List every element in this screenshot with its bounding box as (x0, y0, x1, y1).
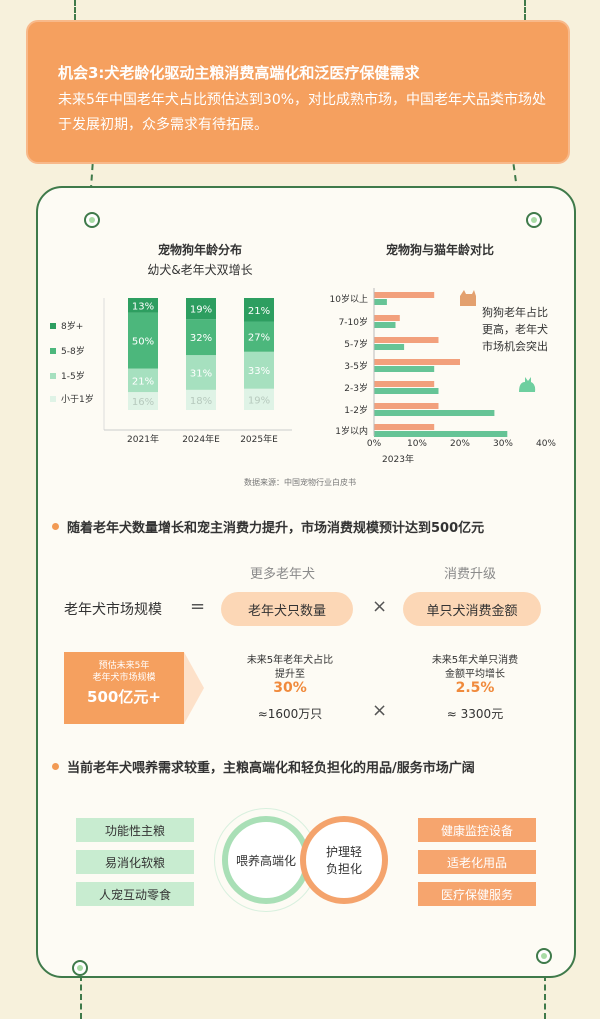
header-description: 未来5年中国老年犬占比预估达到30%，对比成熟市场，中国老年犬品类市场处于发展初… (58, 92, 547, 133)
dog-icon (460, 290, 476, 306)
annotation-line: 市场机会突出 (482, 340, 548, 353)
hanging-string-right-top (524, 0, 526, 20)
header-title: 机会3:犬老龄化驱动主粮消费高端化和泛医疗保健需求 (58, 64, 420, 82)
tag-medical-care: 医疗保健服务 (418, 882, 536, 906)
legend-label: 小于1岁 (61, 395, 94, 405)
times-sign: × (372, 596, 388, 617)
right-detail-line2: 金额平均增长 (445, 669, 505, 680)
left-detail-pct: 30% (273, 680, 307, 696)
legend-entry: 1-5岁 (50, 369, 85, 382)
legend-entry: 8岁+ (50, 319, 83, 332)
legend-swatch (50, 372, 56, 379)
hanging-string-left-bottom (80, 975, 82, 1019)
label-consumption-upgrade: 消费升级 (444, 567, 497, 582)
data-source-note: 数据来源：中国宠物行业白皮书 (244, 478, 356, 487)
cat-icon (519, 377, 536, 392)
section-heading-demand: 当前老年犬喂养需求较重，主粮高端化和轻负担化的用品/服务市场广阔 (52, 757, 475, 776)
label-more-senior-dogs: 更多老年犬 (250, 567, 316, 582)
header-banner: 机会3:犬老龄化驱动主粮消费高端化和泛医疗保健需求 未来5年中国老年犬占比预估达… (26, 20, 570, 164)
pin-icon (72, 960, 88, 976)
pin-icon (526, 212, 542, 228)
circle-care-line2: 负担化 (325, 862, 362, 876)
left-detail-line1: 未来5年老年犬占比 (246, 655, 334, 666)
section-heading-market-size: 随着老年犬数量增长和宠主消费力提升，市场消费规模预计达到500亿元 (52, 517, 484, 536)
legend-entry: 小于1岁 (50, 392, 94, 405)
estimate-box: 预估未来5年 老年犬市场规模 500亿元+ (64, 652, 184, 724)
section-heading-text-2: 当前老年犬喂养需求较重，主粮高端化和轻负担化的用品/服务市场广阔 (67, 761, 475, 776)
tag-soft-food: 易消化软粮 (76, 850, 194, 874)
senior-dog-count-pill: 老年犬只数量 (221, 592, 353, 626)
chart2-title: 宠物狗与猫年龄对比 (385, 243, 494, 257)
estimate-value: 500亿元+ (87, 688, 161, 706)
left-detail-approx: ≈1600万只 (257, 707, 323, 721)
estimate-line1: 预估未来5年 (98, 661, 150, 671)
hanging-string-left-top (74, 0, 76, 20)
legend-label: 1-5岁 (61, 372, 85, 382)
tag-interactive-snacks: 人宠互动零食 (76, 882, 194, 906)
right-detail-line1: 未来5年犬单只消费 (431, 655, 519, 666)
circle-care-line1: 护理轻 (325, 845, 362, 859)
chart1-subtitle: 幼犬&老年犬双增长 (147, 263, 253, 277)
legend-label: 5-8岁 (61, 347, 85, 357)
bullet-dot-icon (52, 523, 59, 530)
section-heading-text: 随着老年犬数量增长和宠主消费力提升，市场消费规模预计达到500亿元 (67, 521, 485, 536)
tag-senior-products: 适老化用品 (418, 850, 536, 874)
right-detail-pct: 2.5% (455, 680, 495, 696)
circle-feeding-premium: 喂养高端化 (222, 816, 310, 904)
chart1-title: 宠物狗年龄分布 (157, 243, 242, 257)
chart2-annotation: 狗狗老年占比 更高，老年犬 市场机会突出 (482, 304, 548, 355)
estimate-line2: 老年犬市场规模 (92, 673, 156, 683)
times-sign-2: × (372, 700, 388, 721)
pin-icon (536, 948, 552, 964)
tag-functional-food: 功能性主粮 (76, 818, 194, 842)
legend-label: 8岁+ (61, 322, 84, 332)
equals-sign: = (190, 596, 206, 617)
estimate-arrow-shape (184, 652, 204, 724)
legend-swatch (50, 322, 56, 329)
left-detail-line2: 提升至 (275, 669, 305, 680)
circle-care-light: 护理轻 负担化 (300, 816, 388, 904)
legend-entry: 5-8岁 (50, 344, 85, 357)
hanging-string-right-bottom (544, 975, 546, 1019)
legend-swatch (50, 395, 56, 402)
market-size-label: 老年犬市场规模 (64, 602, 162, 618)
right-detail-approx: ≈ 3300元 (446, 707, 504, 721)
annotation-line: 更高，老年犬 (482, 323, 548, 336)
tag-health-monitoring: 健康监控设备 (418, 818, 536, 842)
pin-icon (84, 212, 100, 228)
annotation-line: 狗狗老年占比 (482, 306, 548, 319)
per-dog-spend-pill: 单只犬消费金额 (403, 592, 541, 626)
bullet-dot-icon (52, 763, 59, 770)
legend-swatch (50, 347, 56, 354)
